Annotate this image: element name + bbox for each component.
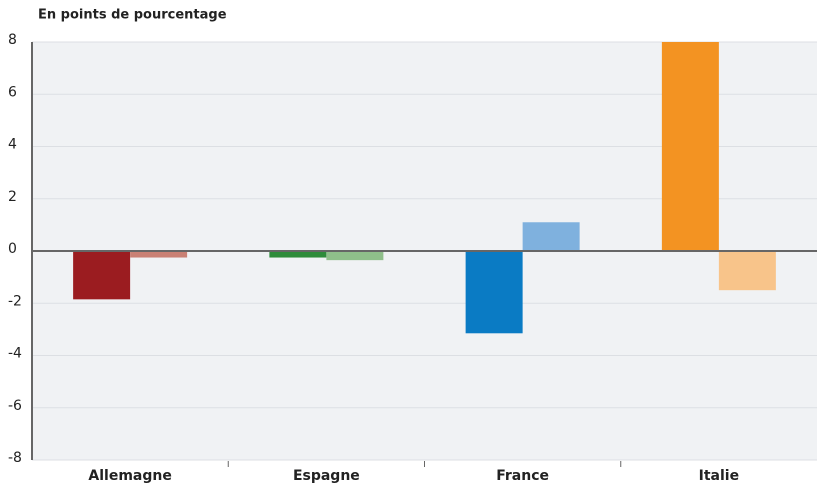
y-tick-label: -6 [8,398,22,414]
bar [130,251,188,258]
bar [269,251,327,258]
bar [661,42,719,251]
x-tick-label: France [496,468,549,484]
y-tick-label: 4 [8,137,17,153]
y-tick-label: -2 [8,293,22,309]
bar [522,222,580,251]
y-tick-label: 2 [8,189,17,205]
y-tick-label: -4 [8,346,22,362]
chart-title: En points de pourcentage [38,8,227,23]
y-tick-label: 6 [8,84,17,100]
x-tick-label: Espagne [293,468,360,484]
y-tick-label: -8 [8,450,22,466]
bar [465,251,523,334]
bar [326,251,384,261]
x-tick-label: Italie [699,468,739,484]
bar [73,251,131,300]
bar [718,251,776,291]
x-tick-label: Allemagne [88,468,171,484]
y-tick-label: 0 [8,241,17,257]
y-tick-label: 8 [8,32,17,48]
